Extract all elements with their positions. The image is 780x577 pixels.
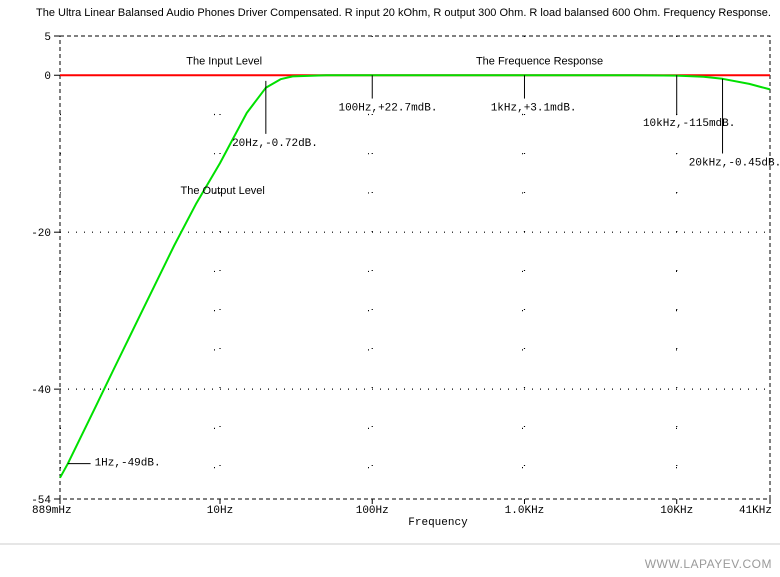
x-tick-label: 889mHz [32, 505, 72, 517]
y-tick-label: -20 [31, 228, 51, 240]
x-tick-label: 1.0KHz [505, 505, 545, 517]
series-label: The Input Level [186, 55, 262, 67]
series-label: The Frequence Response [476, 55, 603, 67]
annotation-label: 20kHz,-0.45dB. [689, 157, 780, 169]
series-layer [59, 74, 771, 479]
annotation-label: 1Hz,-49dB. [95, 457, 161, 469]
x-tick-label: 41KHz [739, 505, 772, 517]
x-tick-label: 100Hz [356, 505, 389, 517]
annotations: 1Hz,-49dB. 20Hz,-0.72dB. 100Hz,+22.7mdB. 1k… [67, 75, 780, 469]
y-tick-label: -54 [31, 495, 51, 507]
annotation-label: 20Hz,-0.72dB. [232, 138, 318, 150]
y-tick-label: 0 [44, 71, 51, 83]
x-axis-label: Frequency [408, 517, 468, 529]
x-tick-label: 10KHz [660, 505, 693, 517]
chart-title: The Ultra Linear Balansed Audio Phones D… [36, 7, 771, 19]
series-label: The Output Level [180, 185, 264, 197]
annotation-label: 1kHz,+3.1mdB. [491, 103, 577, 115]
x-tick-label: 10Hz [207, 505, 233, 517]
annotation-label: 100Hz,+22.7mdB. [338, 103, 437, 115]
y-tick-label: -40 [31, 385, 51, 397]
series-labels: The Input Level The Frequence Response The… [180, 55, 603, 196]
annotation-label: 10kHz,-115mdB. [643, 118, 735, 130]
x-axis-ticks: 889mHz 10Hz 100Hz 1.0KHz 10KHz 41KHz [32, 499, 772, 517]
series-line [59, 74, 771, 479]
y-tick-label: 5 [44, 32, 51, 44]
plot-frame [59, 35, 771, 500]
y-axis-ticks: 5 0 -20 -40 -54 [31, 32, 60, 507]
watermark: WWW.LAPAYEV.COM [645, 557, 772, 571]
